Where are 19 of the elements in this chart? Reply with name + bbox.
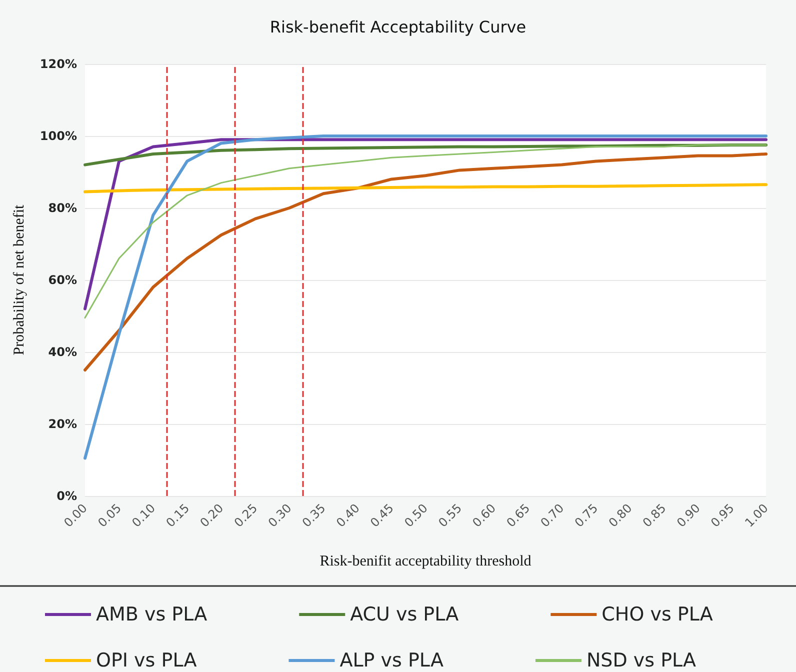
legend-label: ACU vs PLA xyxy=(350,604,459,626)
legend-label: NSD vs PLA xyxy=(586,650,696,672)
line-series xyxy=(84,183,768,194)
y-tick-label: 80% xyxy=(48,201,77,215)
legend-label: ALP vs PLA xyxy=(340,650,444,672)
line-series xyxy=(84,152,768,372)
y-tick-label: 40% xyxy=(48,345,77,359)
x-axis-title: Risk-benifit acceptability threshold xyxy=(320,554,532,570)
y-tick-label: 100% xyxy=(40,129,77,143)
legend-label: OPI vs PLA xyxy=(96,650,197,672)
y-tick-label: 0% xyxy=(56,489,77,503)
legend-label: CHO vs PLA xyxy=(602,604,713,626)
y-axis-title: Probability of net benefit xyxy=(12,204,28,356)
y-tick-label: 20% xyxy=(48,417,77,431)
y-tick-label: 60% xyxy=(48,273,77,287)
legend-label: AMB vs PLA xyxy=(96,604,208,626)
chart-title: Risk-benefit Acceptability Curve xyxy=(270,18,526,36)
y-tick-label: 120% xyxy=(40,57,77,71)
line-series xyxy=(84,134,768,460)
